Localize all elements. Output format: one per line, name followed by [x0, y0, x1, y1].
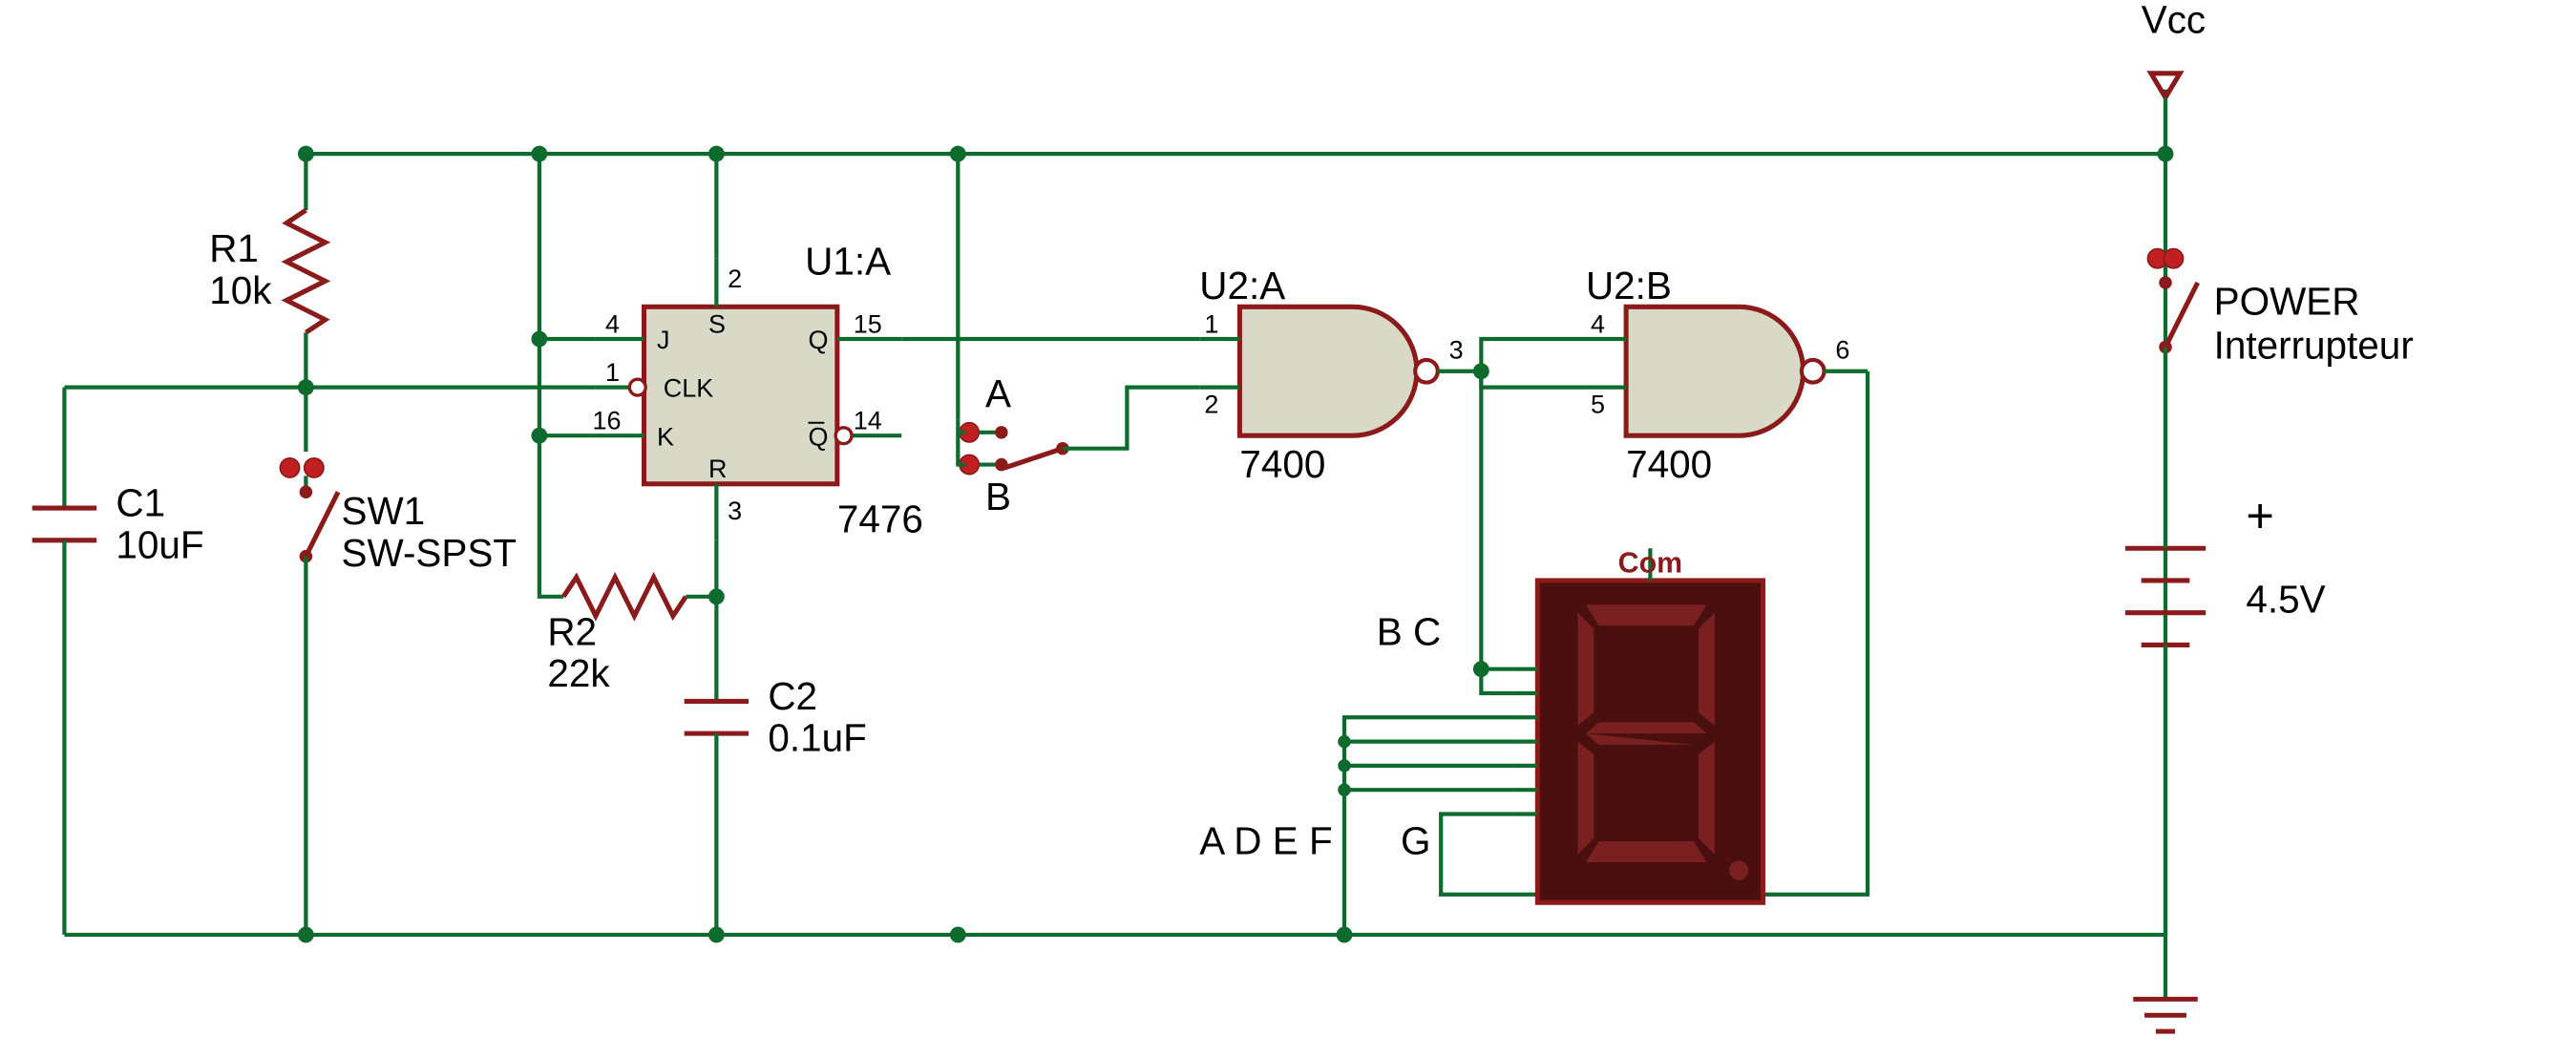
wire-nand-a-out2	[1481, 371, 1586, 388]
svg-text:J: J	[657, 326, 669, 354]
switch-ab[interactable]: A B	[950, 146, 1069, 518]
sw1-ref: SW1	[341, 489, 425, 533]
wire-j-k-tie	[539, 154, 596, 435]
junction	[2158, 146, 2174, 162]
c2-val: 0.1uF	[768, 716, 866, 760]
svg-text:3: 3	[728, 497, 742, 525]
svg-text:4: 4	[605, 309, 620, 338]
junction	[298, 927, 314, 943]
battery: + 4.5V	[2125, 488, 2326, 935]
seven-segment-display: Com	[1513, 548, 1763, 903]
label-g: G	[1401, 819, 1430, 863]
u2a-val: 7400	[1239, 442, 1325, 486]
u1a-ref: U1:A	[805, 240, 891, 284]
label-com: Com	[1618, 548, 1682, 580]
svg-text:2: 2	[728, 264, 742, 293]
capacitor-c2: C2 0.1uF	[685, 597, 867, 935]
schematic-canvas: Vcc POWER Interrupteur + 4.5V R1	[0, 0, 2576, 1058]
power-val: Interrupteur	[2214, 323, 2414, 367]
nand-u2b: 4 5 6 U2:B 7400	[1586, 264, 1868, 486]
junction	[1338, 783, 1350, 795]
junction	[531, 146, 547, 162]
svg-text:1: 1	[605, 358, 620, 387]
flipflop-u1a: J CLK K S R Q Q 4 1 16 15 14 2 3 U1:A 74…	[593, 240, 923, 541]
svg-text:14: 14	[854, 406, 882, 434]
switch-a-label: A	[985, 371, 1011, 415]
svg-text:K: K	[657, 422, 674, 451]
power-switch[interactable]: POWER Interrupteur	[2147, 249, 2413, 533]
svg-text:16: 16	[593, 406, 622, 434]
battery-plus: +	[2246, 488, 2274, 542]
r1-val: 10k	[209, 268, 272, 312]
svg-text:3: 3	[1449, 335, 1464, 364]
battery-val: 4.5V	[2246, 578, 2325, 622]
svg-text:4: 4	[1591, 309, 1605, 338]
svg-text:R: R	[708, 455, 727, 483]
junction	[298, 146, 314, 162]
c1-ref: C1	[116, 481, 165, 525]
switch-sw1[interactable]: SW1 SW-SPST	[280, 458, 517, 935]
svg-text:S: S	[708, 309, 726, 338]
u2b-val: 7400	[1626, 442, 1712, 486]
svg-text:Q: Q	[808, 326, 828, 354]
label-adef: A D E F	[1199, 819, 1332, 863]
capacitor-c1: C1 10uF	[32, 388, 204, 935]
sw1-val: SW-SPST	[341, 531, 517, 575]
junction	[1338, 759, 1350, 772]
u2b-ref: U2:B	[1586, 264, 1672, 307]
junction	[1338, 735, 1350, 748]
u1a-val: 7476	[837, 497, 923, 540]
r1-ref: R1	[209, 226, 259, 270]
nand-u2a: 1 2 3 U2:A 7400	[1199, 264, 1481, 486]
svg-text:15: 15	[854, 309, 882, 338]
junction	[708, 927, 725, 943]
power-ref: POWER	[2214, 280, 2360, 324]
c2-ref: C2	[768, 674, 817, 718]
svg-text:5: 5	[1591, 391, 1605, 419]
vcc-terminal: Vcc	[2142, 0, 2206, 154]
u2a-ref: U2:A	[1199, 264, 1285, 307]
resistor-r1: R1 10k	[209, 154, 325, 388]
r2-val: 22k	[547, 651, 610, 695]
vcc-label: Vcc	[2142, 0, 2206, 42]
switch-b-label: B	[985, 475, 1011, 518]
wire-nand-a-out1	[1481, 339, 1586, 371]
junction	[531, 331, 547, 348]
label-bc: B C	[1377, 609, 1441, 653]
wire-bc	[1481, 371, 1513, 669]
svg-text:1: 1	[1204, 309, 1218, 338]
svg-text:6: 6	[1835, 335, 1849, 364]
svg-text:CLK: CLK	[664, 374, 713, 403]
svg-text:2: 2	[1204, 391, 1218, 419]
junction	[531, 428, 547, 444]
svg-text:Q: Q	[808, 422, 828, 451]
junction	[1337, 927, 1353, 943]
c1-val: 10uF	[116, 522, 203, 566]
ground-symbol	[2133, 935, 2197, 1031]
junction	[708, 146, 725, 162]
r2-ref: R2	[547, 609, 597, 653]
wire-switch-to-nand	[1063, 388, 1199, 449]
